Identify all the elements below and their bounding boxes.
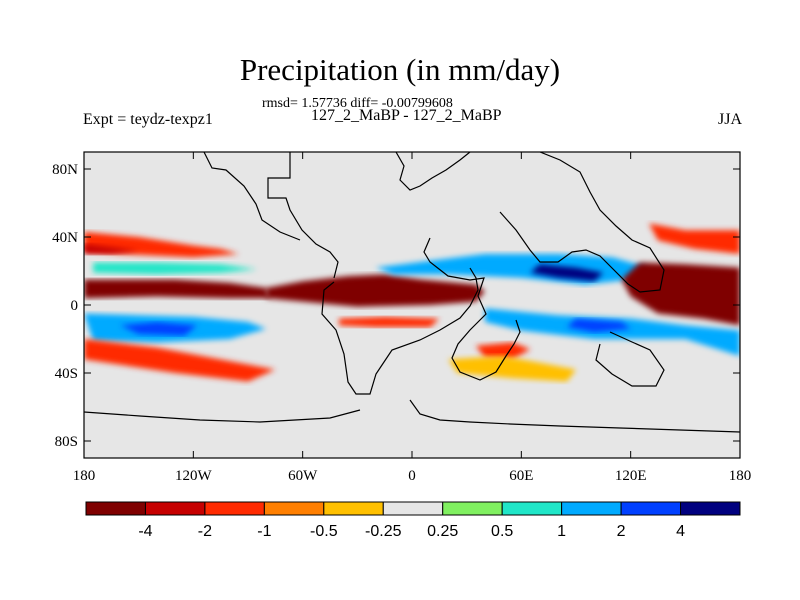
east-pacific-dry-core — [84, 243, 139, 254]
colorbar-swatch — [501, 501, 563, 516]
x-tick-label: 60W — [288, 468, 318, 484]
itcz-dry-band-pacific — [84, 279, 270, 299]
field-layer — [84, 223, 740, 382]
continent-outline — [84, 152, 740, 433]
colorbar-swatch — [144, 501, 206, 516]
x-tick-label: 0 — [408, 468, 416, 484]
colorbar-label: 0.5 — [491, 523, 513, 540]
y-tick-label: 0 — [71, 298, 79, 314]
y-tick-label: 40N — [52, 230, 78, 246]
colorbar-label: -0.5 — [310, 523, 338, 540]
colorbar-label: -4 — [138, 523, 152, 540]
indian-ocean-wet-core — [566, 318, 631, 333]
colorbar-swatch — [561, 501, 622, 516]
colorbar-swatch — [85, 501, 146, 516]
atlantic-south-dry-band — [339, 316, 440, 328]
colorbar-label: 1 — [557, 523, 566, 540]
colorbar-label: 0.25 — [427, 523, 458, 540]
expt-label: Expt = teydz-texpz1 — [83, 111, 213, 128]
colorbar-swatch — [204, 501, 265, 516]
experiments-line: 127_2_MaBP - 127_2_MaBP — [311, 107, 502, 124]
itcz-dry-band-atlantic-africa — [266, 274, 485, 307]
colorbar-label: -2 — [198, 523, 212, 540]
colorbar-swatch — [442, 501, 503, 516]
x-tick-label: 60E — [509, 468, 533, 484]
colorbar-swatch — [382, 501, 444, 516]
west-pacific-dry-core — [621, 262, 740, 326]
y-tick-label: 80S — [55, 434, 78, 450]
colorbar: -4 -2 -1 -0.5 -0.25 0.25 0.5 1 2 4 — [85, 501, 741, 540]
colorbar-swatch — [620, 501, 682, 516]
y-tick-label: 80N — [52, 162, 78, 178]
colorbar-label: 2 — [617, 523, 626, 540]
colorbar-label: -0.25 — [365, 523, 402, 540]
season-label: JJA — [717, 111, 742, 128]
y-axis: 80N 40N 0 40S 80S — [52, 162, 740, 450]
asia-wet-core — [530, 264, 604, 282]
colorbar-swatch — [323, 501, 384, 516]
stats-line: rmsd= 1.57736 diff= -0.00799608 — [262, 96, 453, 111]
south-indian-dry-patch — [475, 342, 531, 360]
colorbar-swatch — [680, 501, 741, 516]
colorbar-label: -1 — [257, 523, 271, 540]
colorbar-label: 4 — [676, 523, 685, 540]
y-tick-label: 40S — [55, 366, 78, 382]
south-pacific-wet-core — [120, 322, 197, 336]
north-pacific-wet-band — [93, 262, 258, 275]
x-tick-label: 120E — [615, 468, 647, 484]
colorbar-swatch — [263, 501, 325, 516]
indian-ocean-wet-band — [484, 308, 740, 356]
south-pacific-dry-band — [84, 339, 276, 382]
chart-title: Precipitation (in mm/day) — [239, 52, 561, 87]
north-pacific-east-dry — [648, 223, 740, 254]
x-tick-label: 120W — [175, 468, 213, 484]
south-atlantic-dry-patch — [448, 356, 576, 382]
x-tick-label: 180 — [729, 468, 752, 484]
x-axis: 180 120W 60W 0 60E 120E 180 — [73, 152, 752, 484]
x-tick-label: 180 — [73, 468, 96, 484]
